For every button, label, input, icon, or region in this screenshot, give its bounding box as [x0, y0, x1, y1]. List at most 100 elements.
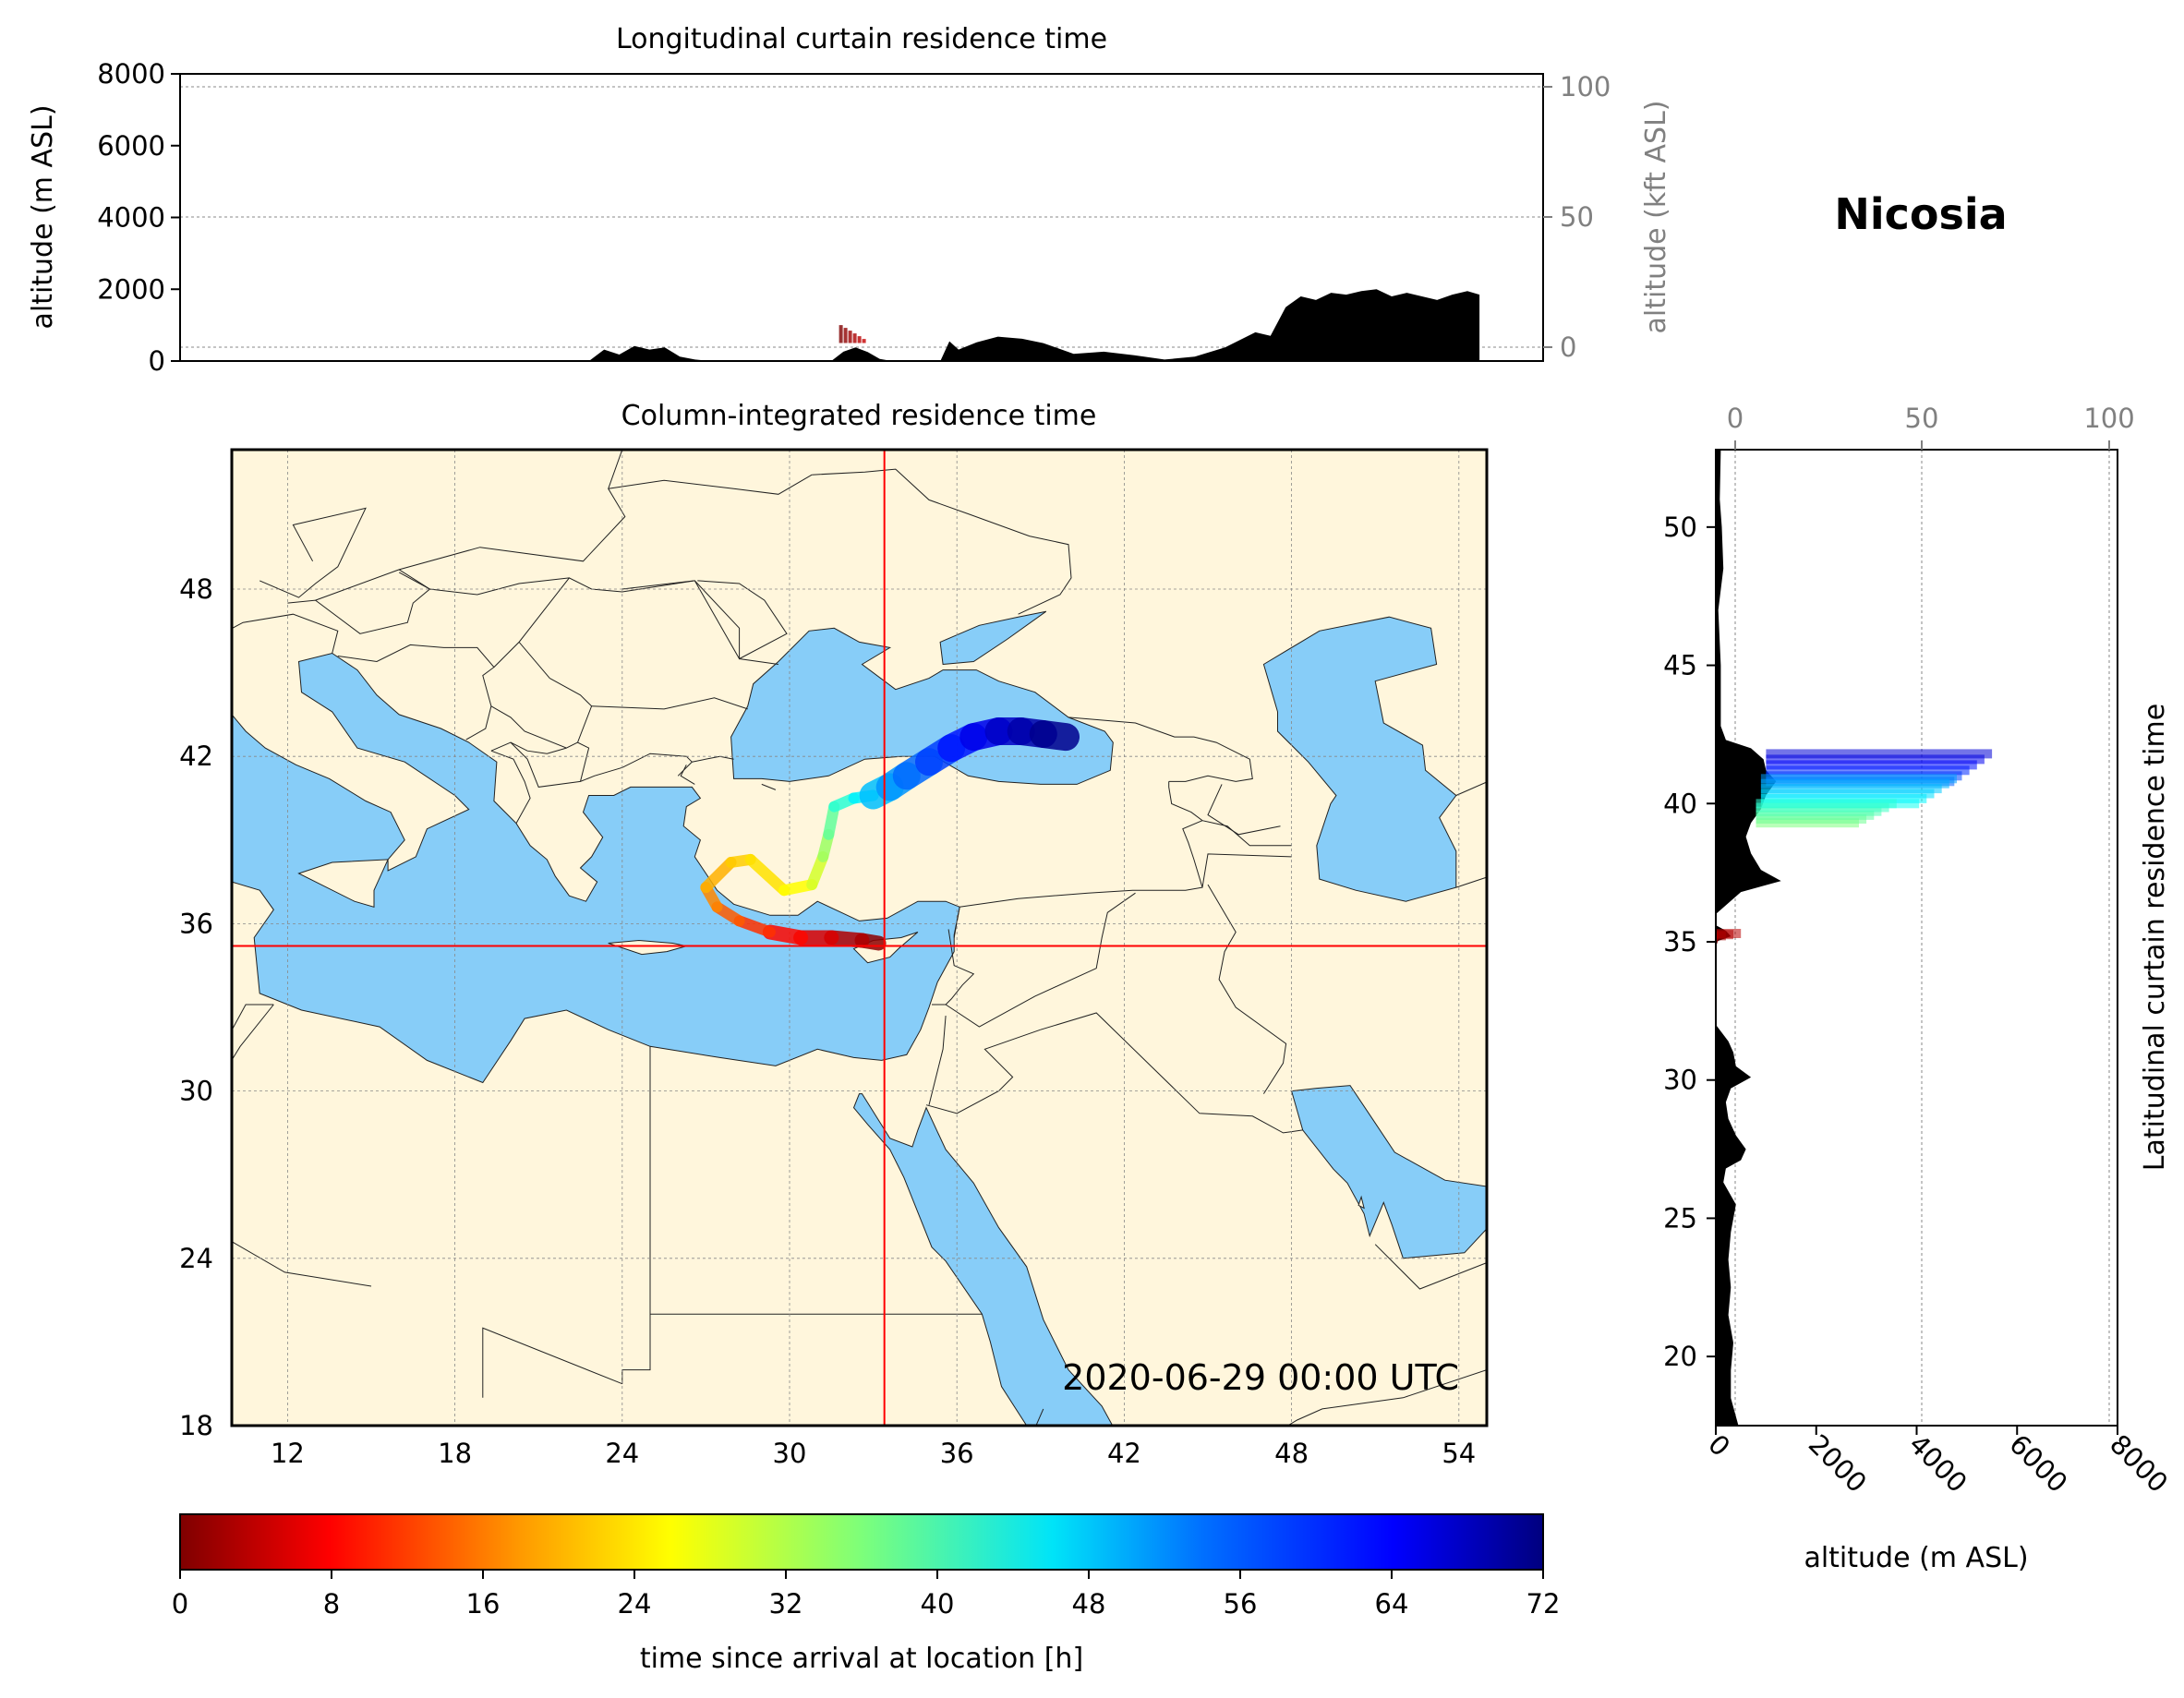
sea-of-azov [939, 610, 1047, 666]
caspian-sea [1262, 616, 1457, 902]
country-border [945, 892, 1136, 1028]
colorbar-tick-label: 24 [618, 1588, 652, 1620]
right-xtick-top-label: 100 [2083, 403, 2134, 434]
colorbar-tick-label: 72 [1526, 1588, 1561, 1620]
country-border [232, 1241, 372, 1287]
plume-segment [700, 857, 737, 894]
black-sea [730, 627, 1114, 785]
country-border [518, 577, 592, 679]
map-ytick-label: 48 [179, 573, 213, 605]
country-border [493, 642, 520, 668]
top-ytick-label: 6000 [97, 130, 165, 162]
country-border [287, 569, 431, 634]
plume-band [1760, 784, 1942, 794]
map-ytick-label: 42 [179, 741, 213, 772]
plume-mark [843, 328, 848, 343]
plume-segment [744, 853, 790, 897]
country-border [1374, 1244, 1487, 1290]
top-ytick-label: 0 [149, 345, 165, 377]
country-border [1035, 1408, 1044, 1426]
right-ytick-label: 35 [1663, 926, 1697, 957]
right-axes-frame [1715, 449, 2118, 1427]
map-ytick-label: 30 [179, 1076, 213, 1107]
top-ytick-right-label: 100 [1560, 71, 1611, 102]
country-border [398, 572, 570, 596]
colorbar-tick-label: 56 [1224, 1588, 1258, 1620]
country-border [1455, 781, 1487, 796]
map-xtick-label: 12 [271, 1438, 305, 1469]
map-xtick-label: 48 [1274, 1438, 1309, 1469]
right-xtick-label: 4000 [1903, 1428, 1973, 1499]
plume-band [1766, 765, 1970, 776]
colorbar-tick-label: 8 [323, 1588, 340, 1620]
map-ytick-label: 24 [179, 1243, 213, 1274]
country-border [932, 929, 975, 1006]
country-border [928, 1016, 947, 1105]
top-ytick-label: 8000 [97, 58, 165, 90]
right-ytick-label: 25 [1663, 1202, 1697, 1234]
latitudinal-panel: 20 25 30 35 40 45 50 0 2000 4000 6000 8000 0 50 100 [1663, 403, 2174, 1499]
top-ytick-label: 2000 [97, 273, 165, 305]
right-ytick-label: 30 [1663, 1065, 1697, 1096]
plume-band [1766, 749, 1993, 759]
country-border [959, 820, 1203, 908]
right-panel-title: Latitudinal curtain residence time [2139, 704, 2171, 1171]
colorbar [179, 1513, 1544, 1571]
right-xtick-top-label: 50 [1905, 403, 1939, 434]
colorbar-tick-label: 0 [172, 1588, 188, 1620]
plume-band [1760, 793, 1927, 803]
country-border [232, 1004, 274, 1061]
right-panel-xlabel: altitude (m ASL) [1804, 1542, 2028, 1574]
red-sea [852, 1093, 1114, 1426]
map-xtick-label: 30 [773, 1438, 807, 1469]
map-panel: 12 18 24 30 36 42 48 54 18 24 30 36 42 48 [179, 448, 1489, 1469]
terrain-profile-latitudinal [1716, 450, 1781, 1426]
plume-band [1756, 799, 1897, 809]
colorbar-tick-label: 32 [769, 1588, 803, 1620]
sardinia-island [187, 778, 226, 842]
country-border [1207, 884, 1287, 1094]
bahrain-island [1357, 1195, 1365, 1210]
right-ytick-label: 50 [1663, 512, 1697, 543]
longitudinal-panel: 0 2000 4000 6000 8000 0 50 100 [97, 58, 1611, 377]
map-xtick-label: 24 [605, 1438, 639, 1469]
map-ytick-label: 18 [179, 1410, 213, 1441]
colorbar-tick-label: 48 [1072, 1588, 1106, 1620]
colorbar-tick-label: 40 [921, 1588, 955, 1620]
colorbar-ticks: 0 8 16 24 32 40 48 56 64 72 [172, 1570, 1561, 1620]
map-ytick-label: 36 [179, 908, 213, 939]
right-ytick-label: 20 [1663, 1341, 1697, 1372]
plume-band [1766, 760, 1977, 770]
map-content [187, 450, 1487, 1426]
right-xtick-label: 2000 [1803, 1428, 1873, 1499]
top-ylabel-right: altitude (kft ASL) [1640, 100, 1672, 333]
plume-mark [839, 325, 843, 343]
country-border [490, 705, 578, 749]
country-border [259, 507, 367, 598]
timestamp-label: 2020-06-29 00:00 UTC [1062, 1357, 1459, 1398]
sicily-island [297, 859, 389, 908]
right-xtick-label: 6000 [2003, 1428, 2073, 1499]
country-border [591, 697, 748, 710]
plume-mark [852, 333, 857, 343]
country-border [1201, 853, 1292, 888]
right-xtick-label: 0 [1702, 1428, 1736, 1463]
map-xtick-label: 36 [940, 1438, 974, 1469]
top-ytick-right-label: 0 [1560, 331, 1576, 363]
country-border [1068, 717, 1253, 782]
plume-band [1760, 789, 1935, 799]
map-xtick-label: 18 [438, 1438, 472, 1469]
colorbar-tick-label: 16 [466, 1588, 501, 1620]
plume-band [1716, 929, 1742, 938]
right-xtick-top-label: 0 [1727, 403, 1744, 434]
country-border [1168, 781, 1292, 847]
plume-band [1766, 754, 1985, 765]
persian-gulf [1290, 1085, 1487, 1259]
country-border [482, 1327, 622, 1398]
right-content [1716, 450, 2110, 1426]
right-ytick-label: 40 [1663, 788, 1697, 819]
country-border [608, 474, 813, 495]
country-border [761, 783, 777, 790]
country-border [925, 1029, 1041, 1114]
